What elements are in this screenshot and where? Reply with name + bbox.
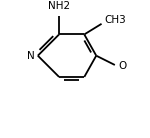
Text: O: O xyxy=(118,61,126,71)
Text: NH2: NH2 xyxy=(48,1,70,11)
Text: N: N xyxy=(27,51,34,61)
Text: CH3: CH3 xyxy=(104,15,126,25)
